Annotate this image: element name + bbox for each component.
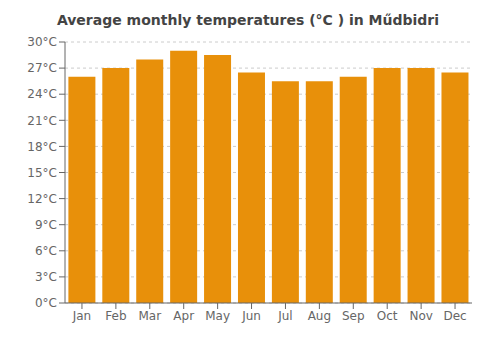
svg-text:21°C: 21°C bbox=[27, 114, 57, 128]
svg-text:0°C: 0°C bbox=[35, 296, 57, 310]
svg-text:12°C: 12°C bbox=[27, 192, 57, 206]
svg-text:15°C: 15°C bbox=[27, 166, 57, 180]
svg-text:24°C: 24°C bbox=[27, 87, 57, 101]
svg-text:May: May bbox=[205, 309, 230, 323]
svg-text:Jun: Jun bbox=[241, 309, 261, 323]
svg-text:Sep: Sep bbox=[342, 309, 365, 323]
svg-text:Jan: Jan bbox=[72, 309, 92, 323]
svg-text:Mar: Mar bbox=[138, 309, 161, 323]
svg-text:Dec: Dec bbox=[443, 309, 466, 323]
svg-text:9°C: 9°C bbox=[35, 218, 57, 232]
svg-text:Feb: Feb bbox=[105, 309, 126, 323]
svg-text:Oct: Oct bbox=[377, 309, 398, 323]
svg-text:Apr: Apr bbox=[173, 309, 194, 323]
svg-text:Nov: Nov bbox=[409, 309, 432, 323]
svg-text:18°C: 18°C bbox=[27, 140, 57, 154]
svg-text:30°C: 30°C bbox=[27, 35, 57, 49]
svg-text:Aug: Aug bbox=[308, 309, 331, 323]
svg-text:3°C: 3°C bbox=[35, 270, 57, 284]
svg-text:27°C: 27°C bbox=[27, 61, 57, 75]
html-text:Average monthly temperatures (: Average monthly temperatures (°C ) in Mű… bbox=[56, 12, 440, 28]
svg-text:Jul: Jul bbox=[277, 309, 292, 323]
svg-text:6°C: 6°C bbox=[35, 244, 57, 258]
